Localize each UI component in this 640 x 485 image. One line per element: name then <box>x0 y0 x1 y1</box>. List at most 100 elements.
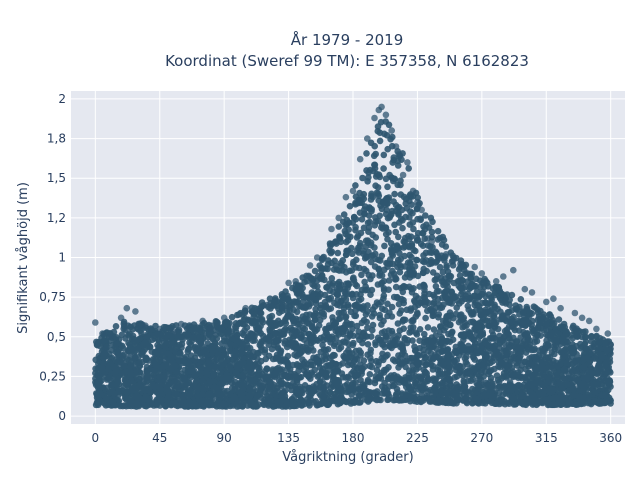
data-point <box>160 349 167 356</box>
data-point <box>237 319 244 326</box>
data-point <box>167 367 174 374</box>
data-point <box>318 384 325 391</box>
data-point <box>284 344 291 351</box>
data-point <box>405 233 412 240</box>
data-point <box>132 342 139 349</box>
data-point <box>431 294 438 301</box>
data-point <box>133 372 140 379</box>
data-point <box>327 336 334 343</box>
data-point <box>306 385 313 392</box>
data-point <box>393 276 400 283</box>
data-point <box>602 362 609 369</box>
data-point <box>319 272 326 279</box>
data-point <box>398 256 405 263</box>
data-point <box>488 300 495 307</box>
data-point <box>422 295 429 302</box>
data-point <box>336 346 343 353</box>
data-point <box>355 200 362 207</box>
data-point <box>519 321 526 328</box>
data-point <box>132 354 139 361</box>
data-point <box>384 301 391 308</box>
data-point <box>424 378 431 385</box>
data-point <box>406 329 413 336</box>
data-point <box>358 296 365 303</box>
data-point <box>573 401 580 408</box>
data-point <box>422 362 429 369</box>
data-point <box>219 326 226 333</box>
data-point <box>361 385 368 392</box>
data-point <box>192 372 199 379</box>
data-point <box>173 402 180 409</box>
data-point <box>365 174 372 181</box>
data-point <box>377 138 384 145</box>
data-point <box>384 184 391 191</box>
data-point <box>194 346 201 353</box>
data-point <box>397 377 404 384</box>
data-point <box>100 355 107 362</box>
data-point <box>312 306 319 313</box>
data-point <box>423 250 430 257</box>
data-point <box>603 377 610 384</box>
data-point <box>152 350 159 357</box>
data-point <box>341 302 348 309</box>
data-point <box>214 319 221 326</box>
data-point <box>328 260 335 267</box>
data-point <box>125 380 132 387</box>
data-point <box>331 300 338 307</box>
data-point <box>463 322 470 329</box>
data-point <box>379 272 386 279</box>
data-point <box>361 225 368 232</box>
data-point <box>326 287 333 294</box>
data-point <box>467 332 474 339</box>
data-point <box>556 316 563 323</box>
data-point <box>126 357 133 364</box>
data-point <box>422 315 429 322</box>
data-point <box>460 331 467 338</box>
data-point <box>512 327 519 334</box>
data-point <box>220 401 227 408</box>
data-point <box>173 369 180 376</box>
data-point <box>399 342 406 349</box>
data-point <box>388 271 395 278</box>
data-point <box>264 366 271 373</box>
data-point <box>432 249 439 256</box>
data-point <box>581 356 588 363</box>
data-point <box>373 390 380 397</box>
data-point <box>121 363 128 370</box>
data-point <box>501 333 508 340</box>
data-point <box>329 314 336 321</box>
data-point <box>581 364 588 371</box>
data-point <box>257 391 264 398</box>
data-point <box>400 244 407 251</box>
data-point <box>357 240 364 247</box>
data-point <box>409 210 416 217</box>
data-point <box>424 308 431 315</box>
data-point <box>375 184 382 191</box>
data-point <box>410 219 417 226</box>
data-point <box>446 376 453 383</box>
data-point <box>496 284 503 291</box>
data-point <box>492 336 499 343</box>
data-point <box>391 157 398 164</box>
data-point <box>359 175 366 182</box>
data-point <box>165 350 172 357</box>
data-point <box>363 150 370 157</box>
data-point <box>510 314 517 321</box>
data-point <box>211 371 218 378</box>
data-point <box>381 152 388 159</box>
data-point <box>335 287 342 294</box>
data-point <box>504 314 511 321</box>
data-point <box>383 207 390 214</box>
data-point <box>134 400 141 407</box>
data-point <box>163 382 170 389</box>
data-point <box>531 303 538 310</box>
data-point <box>186 392 193 399</box>
data-point <box>218 346 225 353</box>
data-point <box>518 296 525 303</box>
data-point <box>153 362 160 369</box>
data-point <box>372 162 379 169</box>
data-point <box>474 382 481 389</box>
data-point <box>501 370 508 377</box>
data-point <box>443 390 450 397</box>
data-point <box>311 326 318 333</box>
